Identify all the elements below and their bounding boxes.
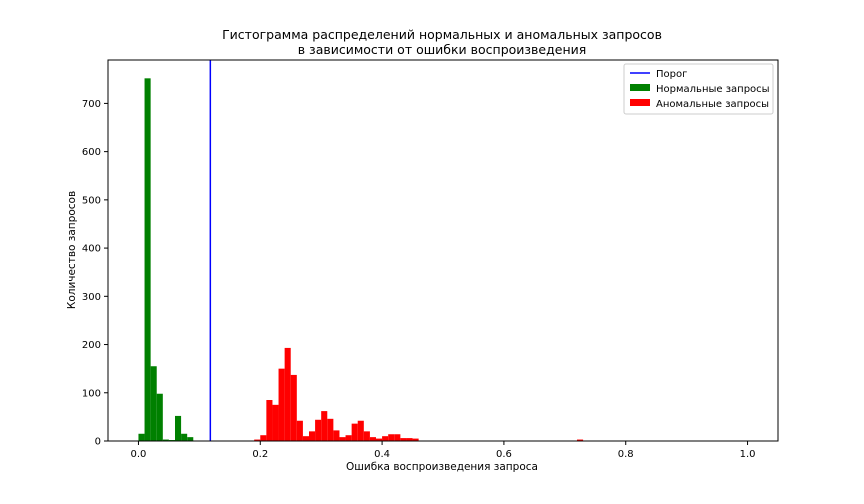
chart-title-line-2: в зависимости от ошибки воспроизведения: [298, 42, 587, 57]
bar-anomaly-22: [388, 434, 395, 441]
bar-normal-0: [138, 433, 145, 441]
bar-anomaly-23: [394, 434, 401, 441]
y-tick-label: 200: [82, 340, 101, 351]
bar-anomaly-10: [315, 419, 322, 441]
bar-anomaly-27: [577, 439, 584, 441]
bar-anomaly-0: [254, 439, 261, 441]
bar-anomaly-3: [272, 404, 279, 441]
bar-anomaly-16: [351, 423, 358, 441]
bar-anomaly-9: [309, 431, 316, 441]
x-tick-label: 1.0: [740, 449, 756, 460]
legend-anomaly-label: Аномальные запросы: [656, 99, 769, 110]
bar-anomaly-21: [382, 436, 389, 441]
chart-title-line-1: Гистограмма распределений нормальных и а…: [222, 27, 662, 42]
legend-threshold-label: Порог: [656, 69, 687, 80]
bar-anomaly-20: [376, 438, 383, 441]
legend-normal-marker: [630, 84, 650, 91]
bar-normal-4: [162, 439, 169, 441]
y-tick-label: 300: [82, 292, 101, 303]
plot-frame: [107, 59, 779, 442]
bar-anomaly-17: [357, 420, 364, 441]
bars-group: [138, 78, 584, 441]
x-tick-label: 0.6: [496, 449, 512, 460]
bar-anomaly-14: [339, 437, 346, 441]
y-axis-label: Количество запросов: [66, 191, 78, 309]
x-tick-label: 0.2: [252, 449, 268, 460]
bar-anomaly-4: [278, 368, 285, 441]
bar-anomaly-7: [296, 420, 303, 441]
legend-anomaly-marker: [630, 99, 650, 106]
bar-anomaly-8: [302, 436, 309, 441]
bar-anomaly-25: [406, 438, 413, 441]
bar-normal-2: [150, 366, 157, 441]
x-tick-label: 0.0: [131, 449, 147, 460]
legend-frame: [623, 63, 774, 115]
bar-normal-3: [156, 393, 163, 441]
y-tick-label: 500: [82, 195, 101, 206]
y-tick-label: 700: [82, 99, 101, 110]
bar-anomaly-18: [363, 431, 370, 441]
x-tick-label: 0.8: [618, 449, 634, 460]
y-tick-label: 0: [95, 437, 101, 448]
bar-anomaly-2: [266, 400, 273, 441]
legend: Порог Нормальные запросы Аномальные запр…: [623, 63, 774, 115]
bar-normal-6: [175, 415, 182, 441]
x-tick-label: 0.4: [374, 449, 390, 460]
bar-anomaly-5: [284, 347, 291, 441]
bar-normal-8: [187, 437, 194, 441]
bar-normal-1: [144, 78, 151, 441]
x-axis-label: Ошибка воспроизведения запроса: [346, 461, 538, 473]
y-tick-label: 400: [82, 244, 101, 255]
bar-anomaly-26: [412, 438, 419, 441]
y-tick-label: 600: [82, 147, 101, 158]
bar-anomaly-19: [369, 437, 376, 441]
legend-normal-label: Нормальные запросы: [656, 84, 770, 95]
bar-anomaly-24: [400, 438, 407, 441]
bar-anomaly-6: [290, 374, 297, 441]
bar-normal-7: [181, 433, 188, 441]
bar-anomaly-1: [260, 435, 267, 441]
x-ticks: 0.0 0.2 0.4 0.6 0.8 1.0: [131, 441, 756, 460]
bar-anomaly-12: [327, 418, 334, 441]
bar-anomaly-11: [321, 411, 328, 441]
y-ticks: 0 100 200 300 400 500 600 700: [82, 99, 108, 448]
y-tick-label: 100: [82, 388, 101, 399]
bar-anomaly-13: [333, 430, 340, 441]
bar-anomaly-15: [345, 435, 352, 441]
